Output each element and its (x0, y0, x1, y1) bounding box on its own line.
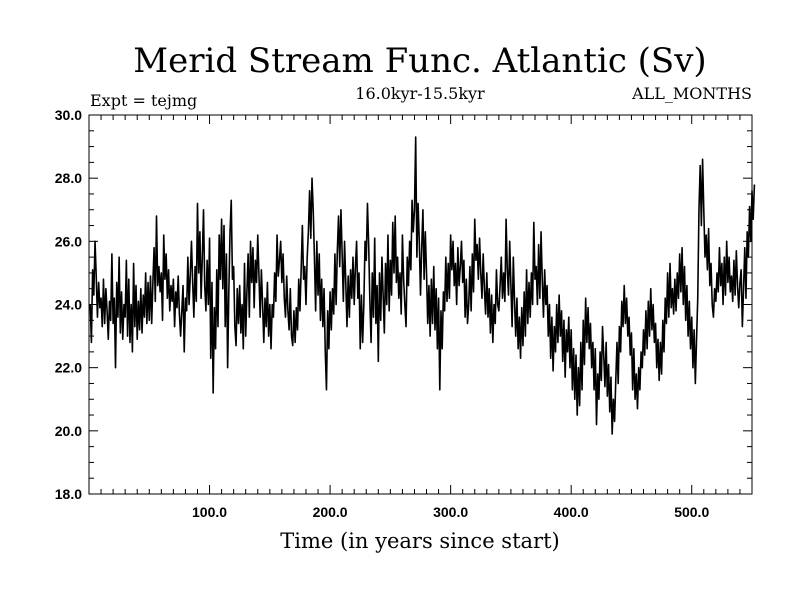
y-tick-label: 30.0 (55, 107, 82, 123)
experiment-label: Expt = tejmg (90, 91, 197, 110)
x-tick-label: 400.0 (554, 504, 589, 520)
months-label: ALL_MONTHS (631, 84, 752, 103)
x-tick-label: 200.0 (313, 504, 348, 520)
y-tick-label: 18.0 (55, 486, 82, 502)
x-tick-label: 500.0 (674, 504, 709, 520)
y-tick-label: 20.0 (55, 423, 82, 439)
x-axis-label: Time (in years since start) (280, 529, 559, 553)
x-tick-label: 100.0 (192, 504, 227, 520)
data-series-line (89, 136, 756, 435)
y-tick-label: 22.0 (55, 360, 82, 376)
y-tick-label: 28.0 (55, 170, 82, 186)
axis-tick-labels: 100.0 200.0 300.0 400.0 500.0 18.0 20.0 22.0 24.… (55, 107, 710, 520)
y-tick-label: 24.0 (55, 297, 82, 313)
chart-title: Merid Stream Func. Atlantic (Sv) (133, 41, 706, 81)
x-tick-label: 300.0 (433, 504, 468, 520)
y-tick-label: 26.0 (55, 233, 82, 249)
chart-subtitle: 16.0kyr-15.5kyr (355, 84, 485, 103)
